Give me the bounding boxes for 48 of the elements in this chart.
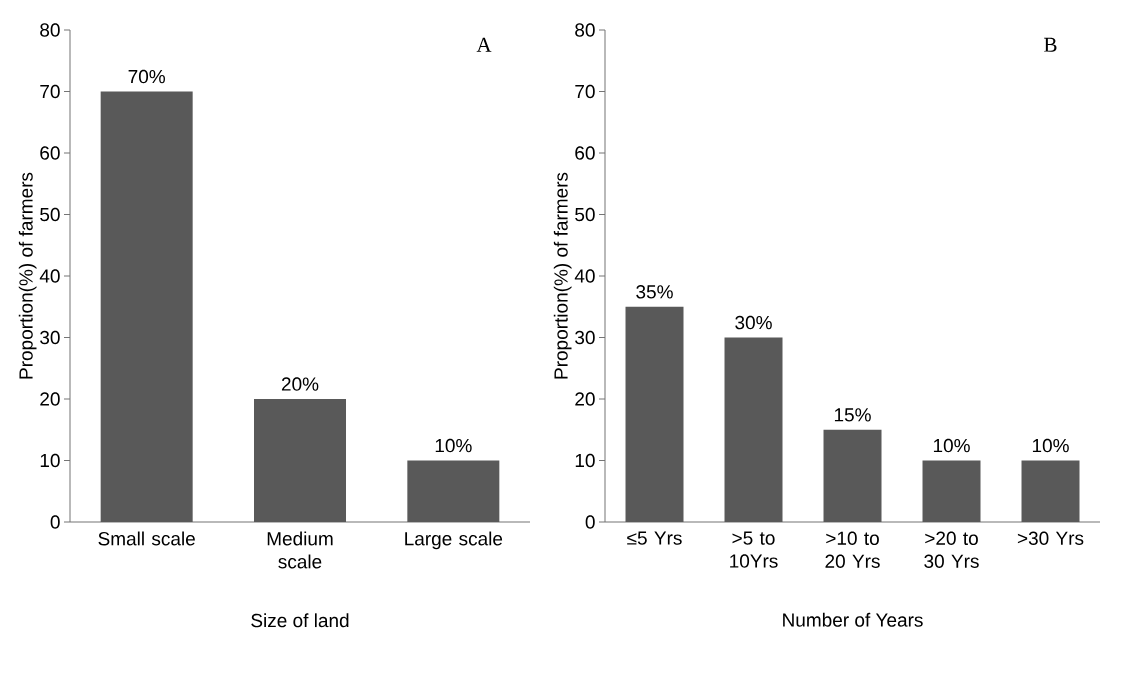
y-tick-label: 60: [40, 146, 60, 160]
y-tick-label: 60: [575, 146, 595, 160]
annotation: A: [476, 37, 492, 52]
x-tick-label: Large scale: [405, 531, 503, 550]
bar: [922, 460, 981, 522]
bar: [823, 429, 882, 522]
bar: [625, 306, 684, 522]
x-tick-label: ≤5 Yrs: [627, 531, 682, 545]
x-tick-label: >30 Yrs: [1017, 531, 1084, 545]
y-tick-label: 70: [40, 84, 60, 99]
x-tick-label: >20 to 30 Yrs: [924, 531, 979, 568]
data-label: 35%: [636, 285, 673, 299]
y-axis-title: Proportion(%) of farmers: [18, 172, 37, 379]
y-tick-label: 20: [575, 392, 595, 406]
y-tick-label: 40: [39, 269, 60, 283]
bar: [254, 399, 346, 522]
y-tick-label: 40: [574, 269, 595, 283]
data-label: 15%: [834, 408, 871, 422]
y-tick-label: 50: [40, 207, 60, 222]
y-axis-title: Proportion(%) of farmers: [553, 172, 572, 379]
x-tick-label: >5 to 10Yrs: [730, 531, 778, 568]
y-tick-label: 10: [40, 453, 60, 468]
data-label: 70%: [128, 69, 165, 84]
data-label: 30%: [735, 315, 772, 330]
x-axis-title: Size of land: [251, 613, 349, 628]
x-tick-label: Small scale: [98, 531, 195, 546]
bar: [407, 460, 500, 522]
data-label: 20%: [281, 377, 319, 391]
annotation: B: [1044, 37, 1057, 52]
y-tick-label: 30: [575, 330, 595, 345]
y-tick-label: 0: [585, 515, 595, 529]
bar: [1021, 460, 1080, 522]
data-label: 10%: [435, 438, 472, 453]
y-tick-label: 0: [50, 515, 60, 529]
y-tick-label: 80: [40, 23, 60, 37]
bar: [100, 91, 193, 522]
data-label: 10%: [933, 438, 970, 453]
y-tick-label: 20: [40, 392, 60, 406]
y-tick-label: 80: [575, 23, 595, 37]
bar: [724, 337, 783, 522]
data-label: 10%: [1032, 438, 1069, 453]
x-axis-title: Number of Years: [783, 612, 923, 627]
x-tick-label: Medium scale: [267, 531, 333, 569]
x-tick-label: >10 to 20 Yrs: [825, 531, 880, 568]
y-tick-label: 70: [575, 84, 595, 99]
y-tick-label: 10: [575, 453, 595, 468]
y-tick-label: 50: [575, 207, 595, 222]
y-tick-label: 30: [40, 330, 60, 345]
